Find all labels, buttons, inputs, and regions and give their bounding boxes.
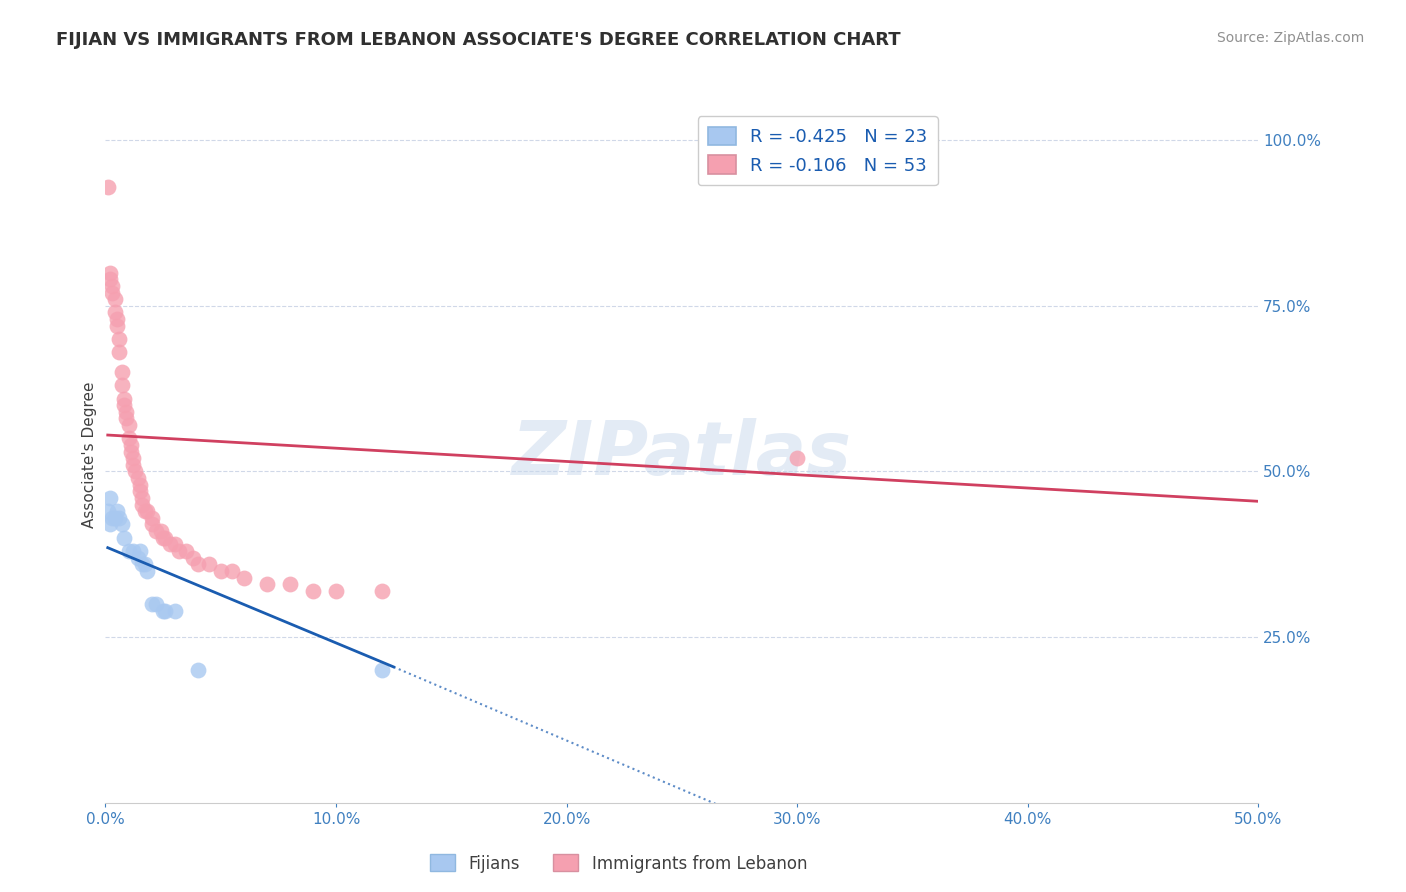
Point [134, 558, 156, 572]
Point [104, 292, 127, 306]
Point [152, 604, 174, 618]
Point [98, 272, 121, 286]
Text: ZIPatlas: ZIPatlas [512, 418, 852, 491]
Y-axis label: Associate's Degree: Associate's Degree [82, 382, 97, 528]
Point [152, 531, 174, 545]
Point [198, 558, 221, 572]
Point [98, 517, 121, 532]
Point [122, 458, 145, 472]
Point [141, 511, 163, 525]
Point [209, 564, 232, 578]
Legend: Fijians, Immigrants from Lebanon: Fijians, Immigrants from Lebanon [423, 847, 814, 880]
Point [141, 597, 163, 611]
Point [129, 484, 152, 499]
Point [117, 431, 139, 445]
Point [117, 418, 139, 433]
Point [98, 491, 121, 505]
Point [101, 285, 124, 300]
Point [159, 537, 181, 551]
Point [122, 544, 145, 558]
Point [141, 517, 163, 532]
Point [115, 411, 138, 425]
Point [124, 465, 146, 479]
Point [187, 663, 209, 677]
Point [105, 318, 128, 333]
Point [302, 583, 325, 598]
Point [181, 550, 204, 565]
Point [101, 279, 124, 293]
Point [108, 345, 131, 359]
Point [104, 305, 127, 319]
Point [112, 531, 135, 545]
Point [134, 504, 156, 518]
Point [127, 471, 149, 485]
Point [98, 266, 121, 280]
Text: Source: ZipAtlas.com: Source: ZipAtlas.com [1216, 31, 1364, 45]
Point [110, 365, 132, 379]
Point [131, 491, 153, 505]
Point [129, 544, 152, 558]
Point [115, 405, 138, 419]
Point [108, 332, 131, 346]
Point [256, 577, 278, 591]
Point [145, 597, 167, 611]
Point [371, 583, 394, 598]
Point [97, 504, 120, 518]
Point [120, 438, 142, 452]
Point [120, 444, 142, 458]
Point [97, 179, 120, 194]
Point [110, 378, 132, 392]
Point [105, 504, 128, 518]
Point [127, 550, 149, 565]
Point [163, 537, 186, 551]
Point [167, 544, 190, 558]
Point [101, 511, 124, 525]
Point [371, 663, 394, 677]
Point [104, 511, 127, 525]
Point [112, 392, 135, 406]
Point [131, 498, 153, 512]
Point [232, 570, 254, 584]
Text: FIJIAN VS IMMIGRANTS FROM LEBANON ASSOCIATE'S DEGREE CORRELATION CHART: FIJIAN VS IMMIGRANTS FROM LEBANON ASSOCI… [56, 31, 901, 49]
Point [149, 524, 172, 538]
Point [278, 577, 301, 591]
Point [105, 312, 128, 326]
Point [155, 604, 177, 618]
Point [110, 517, 132, 532]
Point [786, 451, 808, 466]
Point [131, 558, 153, 572]
Point [136, 504, 159, 518]
Legend: R = -0.425   N = 23, R = -0.106   N = 53: R = -0.425 N = 23, R = -0.106 N = 53 [697, 116, 938, 186]
Point [325, 583, 347, 598]
Point [174, 544, 197, 558]
Point [163, 604, 186, 618]
Point [108, 511, 131, 525]
Point [145, 524, 167, 538]
Point [117, 544, 139, 558]
Point [136, 564, 159, 578]
Point [112, 398, 135, 412]
Point [221, 564, 243, 578]
Point [122, 451, 145, 466]
Point [187, 558, 209, 572]
Point [129, 477, 152, 491]
Point [155, 531, 177, 545]
